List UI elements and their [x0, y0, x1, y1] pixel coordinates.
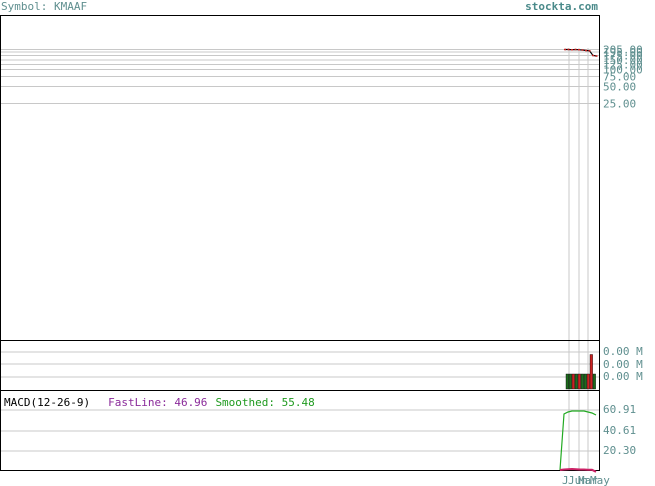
price-tick-label: 195.00 [603, 46, 643, 59]
site-link[interactable]: stockta.com [525, 0, 598, 13]
price-tick-label: 100.00 [603, 64, 643, 77]
fastline-label: FastLine: 46.96 [108, 396, 208, 409]
price-tick-label: 75.00 [603, 71, 636, 84]
x-tick-label: J [562, 474, 569, 486]
macd-panel-frame [0, 390, 600, 471]
price-line [565, 48, 597, 57]
volume-bar [580, 373, 584, 390]
x-tick-label: Jun [568, 474, 588, 486]
price-tick-label: 175.00 [603, 50, 643, 63]
macd-tick-label: 40.61 [603, 424, 636, 437]
volume-bar [586, 373, 590, 390]
volume-bar [571, 373, 575, 390]
smoothed-line [559, 410, 597, 471]
volume-bar [568, 373, 572, 390]
volume-tick-label: 0.00 M [603, 345, 643, 358]
volume-tick-label: 0.00 M [603, 358, 643, 371]
volume-panel-frame [0, 340, 600, 391]
macd-name: MACD(12-26-9) [4, 396, 91, 409]
volume-bar [565, 373, 569, 390]
fastline-line [559, 467, 597, 473]
x-tick-label: Mar [578, 474, 598, 486]
macd-tick-label: 20.30 [603, 444, 636, 457]
volume-bar [583, 373, 587, 390]
price-tick-label: 150.00 [603, 54, 643, 67]
price-tick-label: 205.00 [603, 44, 643, 57]
smoothed-label: Smoothed: 55.48 [215, 396, 315, 409]
volume-bar [574, 373, 578, 390]
macd-tick-label: 60.91 [603, 403, 636, 416]
price-tick-label: 125.00 [603, 59, 643, 72]
symbol-label: Symbol: KMAAF [1, 0, 88, 13]
volume-bar [592, 373, 596, 390]
volume-bar [589, 354, 593, 390]
x-tick-label: May [590, 474, 610, 486]
price-tick-label: 50.00 [603, 81, 636, 94]
volume-tick-label: 0.00 M [603, 370, 643, 383]
macd-legend: MACD(12-26-9) FastLine: 46.96 Smoothed: 55… [4, 396, 315, 409]
volume-bar [577, 373, 581, 390]
price-tick-label: 25.00 [603, 98, 636, 111]
